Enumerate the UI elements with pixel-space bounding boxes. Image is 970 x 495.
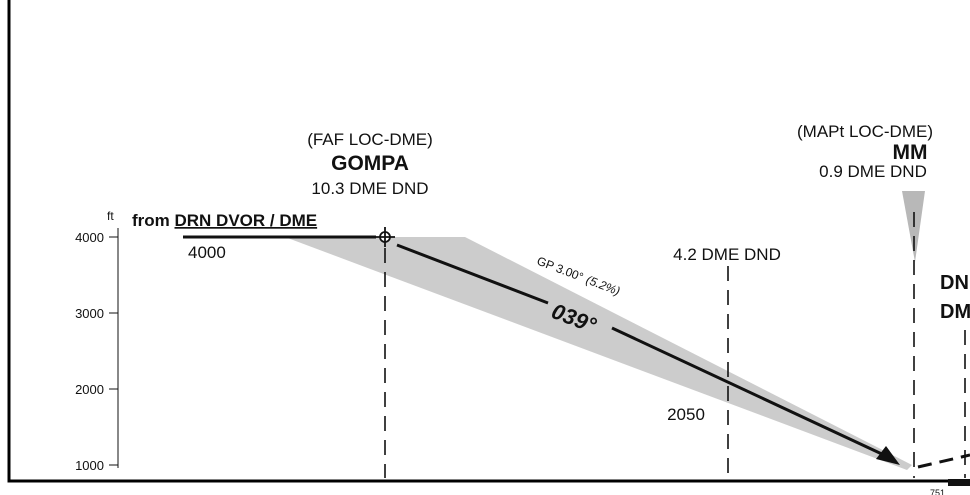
small-bottom-label: 751 <box>930 488 945 495</box>
mapt-type-label: (MAPt LOC-DME) <box>797 122 933 141</box>
tick-label-3000: 3000 <box>75 306 104 321</box>
mapt-distance: 0.9 DME DND <box>819 162 927 181</box>
faf-distance: 10.3 DME DND <box>311 179 428 198</box>
intermediate-fix-distance: 4.2 DME DND <box>673 245 781 264</box>
glidepath-line-upper <box>396 243 549 305</box>
tick-label-1000: 1000 <box>75 458 104 473</box>
faf-name: GOMPA <box>331 152 409 175</box>
initial-altitude-label: 4000 <box>188 243 226 262</box>
glidepath-protection-area <box>285 237 912 470</box>
chart-frame <box>7 0 970 483</box>
from-facility-label: from DRN DVOR / DME <box>132 211 317 230</box>
faf-type-label: (FAF LOC-DME) <box>307 130 433 149</box>
glidepath-arrowhead <box>876 446 900 465</box>
altitude-unit: ft <box>107 209 114 223</box>
glidepath-line-lower <box>611 326 885 457</box>
tick-label-4000: 4000 <box>75 230 104 245</box>
missed-approach-path <box>917 453 970 469</box>
altitude-at-fix-label: 2050 <box>667 405 705 424</box>
faf-fix-icon <box>375 227 395 247</box>
runway-block <box>948 479 970 486</box>
mapt-name: MM <box>893 141 928 164</box>
tick-label-2000: 2000 <box>75 382 104 397</box>
partial-label-line1: DN <box>940 272 969 294</box>
partial-label-line2: DM <box>940 301 970 323</box>
